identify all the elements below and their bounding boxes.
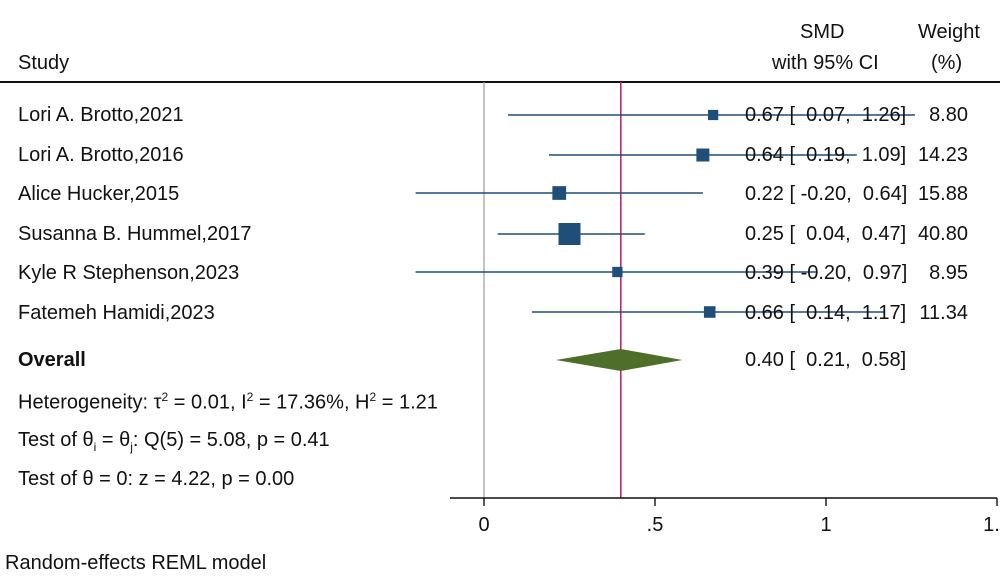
- study-name: Susanna B. Hummel,2017: [18, 223, 252, 245]
- study-marker: [703, 306, 716, 318]
- study-ci-text: 0.25 [ 0.04, 0.47]: [745, 223, 907, 245]
- study-marker: [612, 266, 623, 278]
- overall-diamond: [555, 349, 683, 371]
- x-tick-label: 1.5: [983, 514, 1000, 536]
- study-ci-text: 0.64 [ 0.19, 1.09]: [745, 144, 907, 166]
- study-marker: [708, 109, 719, 121]
- overall-label: Overall: [18, 349, 86, 371]
- x-tick-label: 0: [478, 514, 489, 536]
- study-name: Alice Hucker,2015: [18, 183, 180, 205]
- study-weight: 8.95: [929, 262, 968, 284]
- model-footer: Random-effects REML model: [5, 552, 267, 574]
- smd-column-header-line2: with 95% CI: [772, 52, 879, 74]
- study-marker: [696, 148, 710, 162]
- study-column-header: Study: [18, 52, 70, 74]
- test-equal-stats: Test of θi = θj: Q(5) = 5.08, p = 0.41: [18, 429, 330, 454]
- study-weight: 11.34: [919, 302, 968, 324]
- study-weight: 15.88: [917, 183, 968, 205]
- study-ci-text: 0.67 [ 0.07, 1.26]: [745, 104, 907, 126]
- study-name: Lori A. Brotto,2016: [18, 144, 184, 166]
- overall-ci-text: 0.40 [ 0.21, 0.58]: [745, 349, 907, 371]
- study-marker: [558, 223, 581, 245]
- test-zero-stats: Test of θ = 0: z = 4.22, p = 0.00: [18, 468, 295, 490]
- study-name: Lori A. Brotto,2021: [18, 104, 184, 126]
- study-name: Fatemeh Hamidi,2023: [18, 302, 215, 324]
- x-tick-label: 1: [820, 514, 831, 536]
- study-ci-text: 0.22 [ -0.20, 0.64]: [745, 183, 908, 205]
- heterogeneity-stats: Heterogeneity: τ2 = 0.01, I2 = 17.36%, H…: [18, 390, 438, 414]
- study-weight: 14.23: [917, 144, 968, 166]
- study-weight: 40.80: [917, 223, 968, 245]
- study-ci-text: 0.66 [ 0.14, 1.17]: [745, 302, 907, 324]
- weight-column-header-line1: Weight: [918, 21, 980, 43]
- x-tick-label: .5: [647, 514, 664, 536]
- study-name: Kyle R Stephenson,2023: [18, 262, 240, 284]
- study-marker: [552, 186, 567, 200]
- smd-column-header-line1: SMD: [800, 21, 845, 43]
- study-ci-text: 0.39 [ -0.20, 0.97]: [745, 262, 908, 284]
- weight-column-header-line2: (%): [931, 52, 963, 74]
- study-weight: 8.80: [929, 104, 968, 126]
